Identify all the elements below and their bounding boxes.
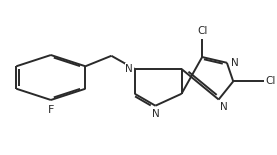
Text: F: F — [48, 105, 54, 115]
Text: Cl: Cl — [266, 76, 276, 86]
Text: Cl: Cl — [197, 26, 207, 35]
Text: N: N — [125, 64, 133, 74]
Text: N: N — [220, 102, 228, 112]
Text: N: N — [152, 109, 159, 119]
Text: N: N — [231, 58, 239, 68]
